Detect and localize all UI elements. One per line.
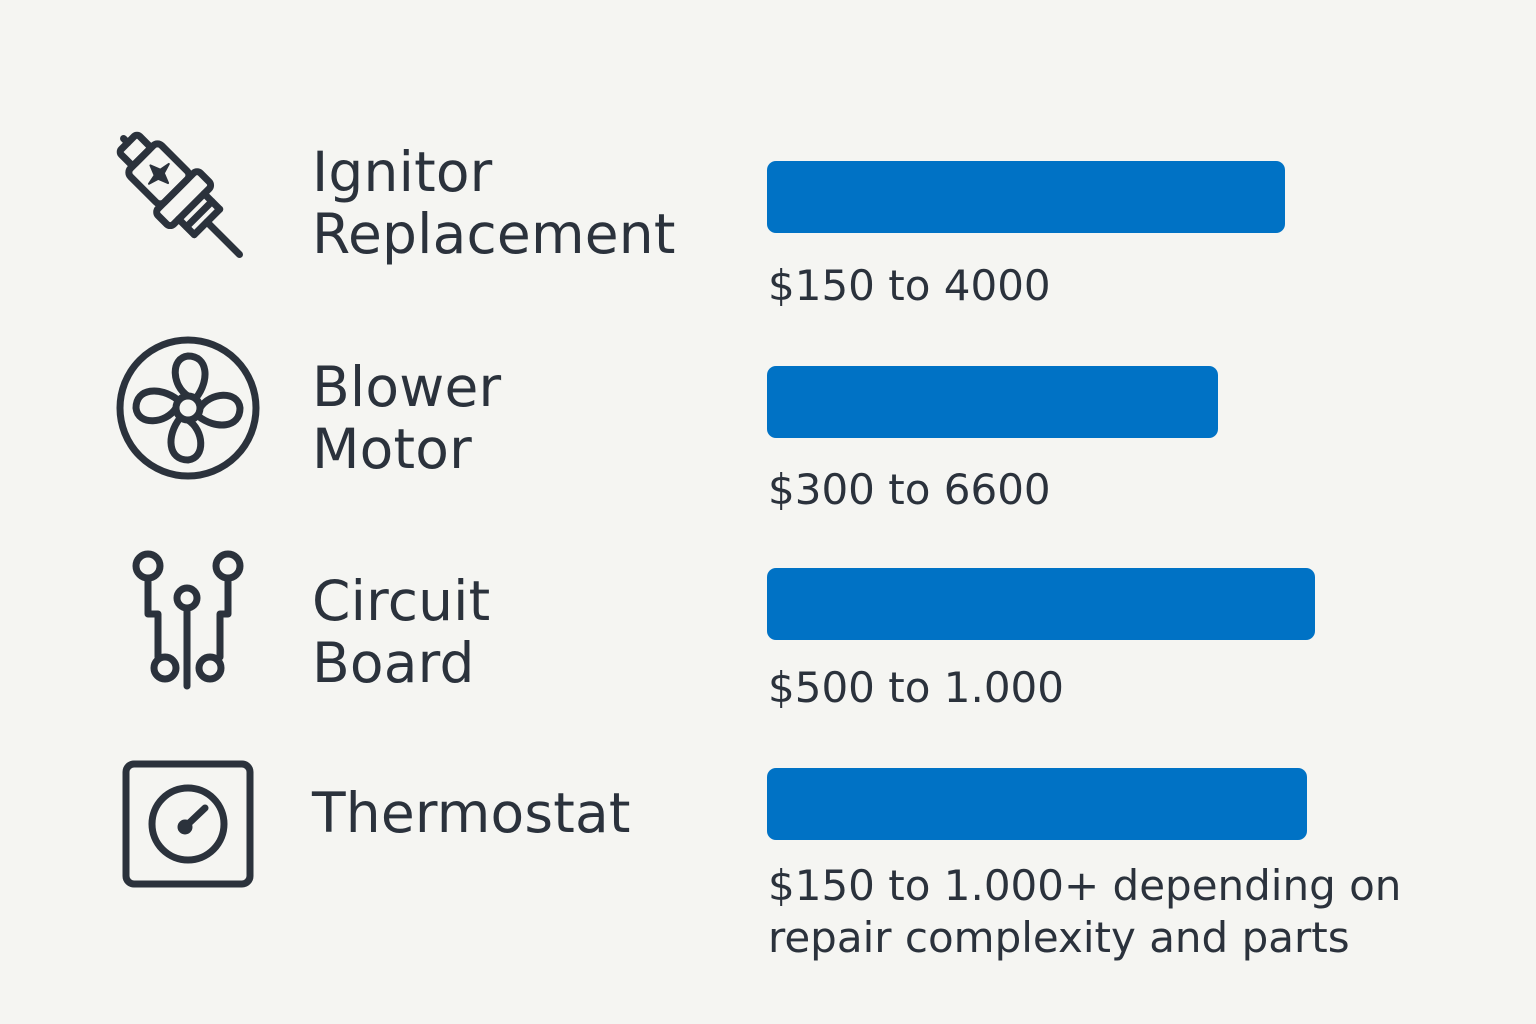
- circuit-label-line-1: Circuit: [312, 569, 491, 633]
- bar-ignitor: [767, 161, 1285, 233]
- cost-ignitor: $150 to 4000: [768, 260, 1488, 312]
- cost-thermostat-line-1: $150 to 1.000+ depending on: [768, 861, 1402, 910]
- circuit-label: Circuit Board: [312, 570, 732, 694]
- cost-circuit-line-1: $500 to 1.000: [768, 663, 1064, 712]
- spark-plug-icon: [110, 125, 270, 285]
- bar-thermostat: [767, 768, 1307, 840]
- thermostat-label-line-1: Thermostat: [312, 781, 631, 845]
- ignitor-label: Ignitor Replacement: [312, 141, 732, 265]
- blower-label-line-1: Blower: [312, 355, 502, 419]
- bar-blower: [767, 366, 1218, 438]
- thermostat-label: Thermostat: [312, 782, 732, 844]
- cost-blower-line-1: $300 to 6600: [768, 465, 1051, 514]
- bar-circuit: [767, 568, 1315, 640]
- cost-thermostat: $150 to 1.000+ depending on repair compl…: [768, 860, 1488, 964]
- circuit-board-icon: [108, 542, 268, 702]
- cost-circuit: $500 to 1.000: [768, 662, 1488, 714]
- thermostat-icon: [108, 746, 268, 906]
- cost-ignitor-line-1: $150 to 4000: [768, 261, 1051, 310]
- circuit-label-line-2: Board: [312, 631, 475, 695]
- blower-label-line-2: Motor: [312, 417, 472, 481]
- cost-blower: $300 to 6600: [768, 464, 1488, 516]
- ignitor-label-line-2: Replacement: [312, 202, 676, 266]
- fan-icon: [108, 328, 268, 488]
- ignitor-label-line-1: Ignitor: [312, 140, 493, 204]
- blower-label: Blower Motor: [312, 356, 732, 480]
- cost-thermostat-line-2: repair complexity and parts: [768, 913, 1350, 962]
